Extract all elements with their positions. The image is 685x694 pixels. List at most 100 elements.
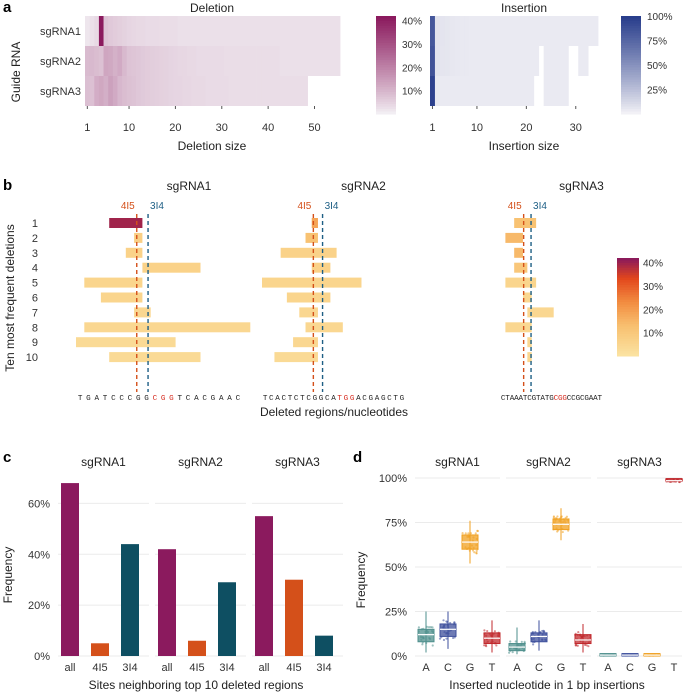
deletion-rank-label: 10 [26,352,38,364]
legend-swatch [617,311,639,315]
legend-swatch [376,30,396,34]
panel-label-d: d [353,449,362,466]
deletion-rank-label: 4 [32,263,38,275]
sequence-letter: C [294,395,299,403]
x-tick-label: G [557,662,566,674]
legend-swatch [617,294,639,298]
heatmap-cell [224,16,230,46]
legend-swatch [621,109,641,113]
x-tick-label: 4I5 [189,662,204,674]
heatmap-cell [469,76,475,106]
deletion-rank-label: 7 [32,307,38,319]
legend-swatch [617,282,639,286]
heatmap-cell [494,76,500,106]
jitter-point [475,549,478,553]
heatmap-cell [430,46,436,76]
cut-site-label: 4I5 [297,201,311,212]
legend-swatch [376,57,396,61]
sites-bar [218,582,236,656]
heatmap-cell [563,76,569,106]
heatmap-cell [307,46,313,76]
jitter-point [543,630,546,633]
cut-site-label: 3I4 [533,201,547,212]
sites-bar [188,640,206,656]
panel-label-b: b [3,177,12,194]
legend-swatch [376,87,396,90]
deletion-bar [134,307,151,318]
legend-swatch [617,351,639,355]
legend-swatch [617,304,639,308]
legend-swatch [617,331,639,335]
heatmap-cell [499,16,505,46]
legend-tick-label: 100% [647,12,673,23]
y-tick-label: 0% [34,651,50,663]
jitter-point [467,532,470,535]
legend-swatch [376,40,396,44]
x-tick-label: 4I5 [286,662,301,674]
heatmap-cell [191,46,197,76]
legend-swatch [617,265,639,269]
heatmap-cell [588,16,594,46]
box [417,628,435,643]
y-tick-label: 40% [28,549,50,561]
deletion-bar [286,292,331,303]
legend-swatch [621,50,641,54]
heatmap-cell [279,76,285,106]
jitter-point [565,515,569,518]
sequence-letter: G [319,395,324,403]
jitter-point [442,638,446,642]
legend-swatch [376,67,396,71]
legend-swatch [617,319,639,323]
deletion-bar [280,247,337,258]
legend-swatch [621,89,641,93]
deletion-bar [514,218,537,228]
heatmap-cell [238,76,244,106]
heatmap-cell [312,16,318,46]
guide-title: sgRNA1 [167,179,212,193]
jitter-point [427,625,431,629]
heatmap-cell [302,46,308,76]
y-tick-label: 0% [391,651,407,663]
heatmap-cell [238,46,244,76]
heatmap-cell [430,16,436,46]
legend-swatch [617,333,639,337]
heatmap-cell [275,46,281,76]
heatmap-cell [256,76,262,106]
jitter-point [421,643,424,646]
sequence-letter: C [554,395,559,403]
legend-swatch [621,23,641,27]
heatmap-cell [136,76,142,106]
heatmap-cell [163,46,169,76]
jitter-point [561,530,564,534]
legend-swatch [621,87,641,90]
jitter-point [483,629,486,632]
sequence-letter: T [103,395,108,403]
legend-swatch [617,299,639,303]
sequence-letter: A [275,395,280,403]
insertion-heatmap-title: Insertion [501,1,547,15]
heatmap-cell [514,46,520,76]
legend-swatch [621,45,641,49]
heatmap-cell [335,46,341,76]
heatmap-cell [279,46,285,76]
heatmap-cell [543,76,549,106]
heatmap-cell [117,16,123,46]
jitter-point [556,515,559,518]
legend-tick-label: 75% [647,37,667,48]
heatmap-cell [307,16,313,46]
heatmap-cell [568,16,574,46]
heatmap-cell [578,46,584,76]
heatmap-cell [117,76,123,106]
legend-swatch [617,343,639,347]
heatmap-cell [196,76,202,106]
legend-swatch [621,67,641,71]
heatmap-cell [523,16,530,46]
legend-swatch [376,42,396,46]
legend-swatch [617,329,639,332]
legend-swatch [617,309,639,313]
jitter-point [493,630,496,633]
legend-swatch [376,79,396,83]
legend-swatch [617,270,639,274]
jitter-point [495,644,498,647]
